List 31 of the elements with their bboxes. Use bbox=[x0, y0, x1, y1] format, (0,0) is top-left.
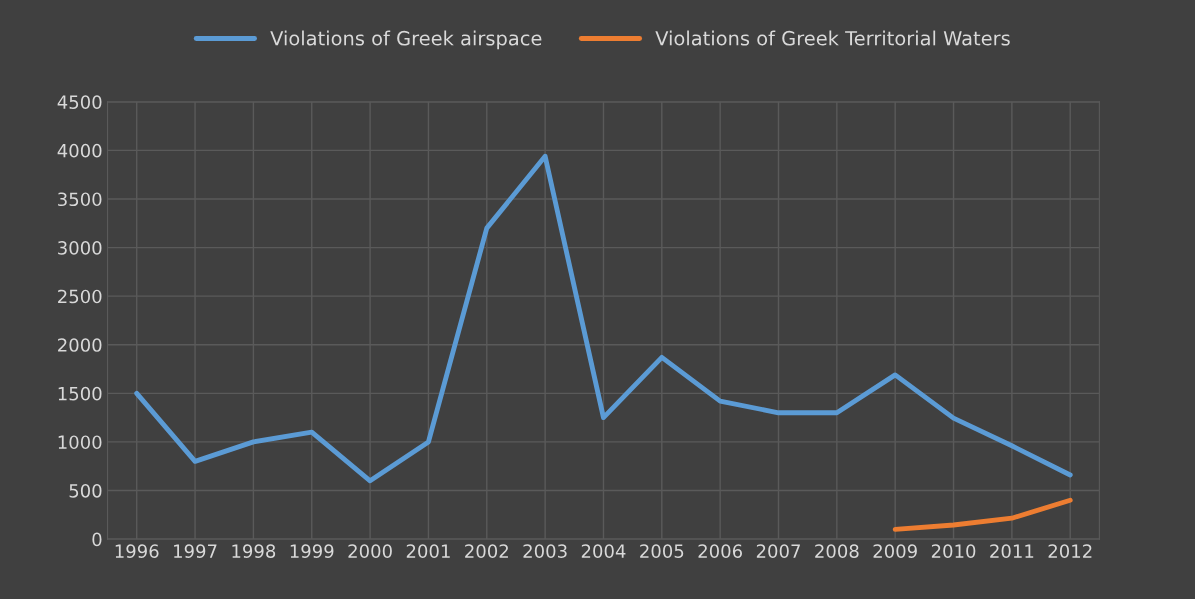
y-tick-label: 3500 bbox=[58, 192, 102, 207]
y-tick-label: 2000 bbox=[58, 338, 102, 352]
x-tick-label: 1999 bbox=[290, 544, 334, 558]
y-tick-label: 3000 bbox=[58, 241, 102, 255]
x-tick-label: 2007 bbox=[756, 544, 800, 558]
y-tick-label: 4500 bbox=[57, 95, 102, 109]
x-tick-label: 2003 bbox=[523, 544, 567, 558]
y-tick-label: 1500 bbox=[58, 386, 102, 401]
x-tick-label: 2000 bbox=[348, 544, 392, 558]
x-tick-label: 2006 bbox=[698, 544, 742, 558]
x-tick-label: 1997 bbox=[174, 544, 217, 558]
x-tick-label: 2008 bbox=[815, 544, 859, 558]
x-tick-label: 2009 bbox=[873, 544, 917, 558]
line-series bbox=[134, 153, 1073, 484]
y-tick-label: 2500 bbox=[58, 289, 102, 304]
y-tick-label: 1000 bbox=[58, 435, 102, 450]
x-tick-label: 1998 bbox=[232, 544, 276, 558]
x-tick-label: 2012 bbox=[1048, 544, 1092, 558]
x-tick-label: 1996 bbox=[115, 544, 159, 558]
legend-label: Violations of Greek airspace bbox=[270, 30, 542, 50]
line-series bbox=[892, 497, 1073, 532]
legend-label: Violations of Greek Territorial Waters bbox=[655, 30, 1010, 46]
y-tick-label: 4000 bbox=[57, 143, 102, 158]
x-tick-label: 2004 bbox=[581, 544, 626, 558]
x-tick-label: 2005 bbox=[640, 544, 684, 558]
y-tick-label: 0 bbox=[92, 532, 102, 547]
x-tick-label: 2011 bbox=[990, 544, 1034, 558]
y-tick-label: 500 bbox=[69, 483, 102, 498]
x-tick-label: 2010 bbox=[931, 544, 976, 558]
x-tick-label: 2002 bbox=[465, 544, 508, 558]
x-tick-label: 2001 bbox=[406, 544, 450, 558]
